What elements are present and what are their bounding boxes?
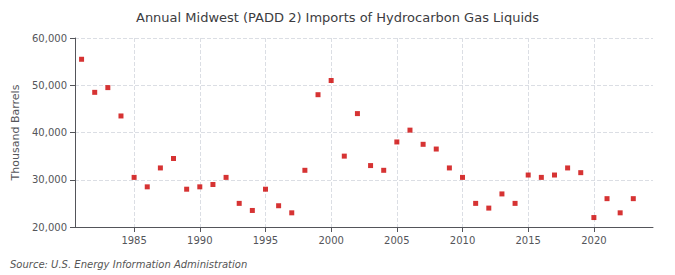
svg-text:50,000: 50,000 xyxy=(32,80,67,91)
svg-text:2020: 2020 xyxy=(581,235,606,246)
svg-text:40,000: 40,000 xyxy=(32,127,67,138)
svg-text:20,000: 20,000 xyxy=(32,222,67,233)
svg-text:Source: U.S. Energy Informatio: Source: U.S. Energy Information Administ… xyxy=(10,259,247,270)
svg-text:2005: 2005 xyxy=(384,235,409,246)
svg-text:1985: 1985 xyxy=(121,235,146,246)
svg-text:60,000: 60,000 xyxy=(32,33,67,44)
svg-text:30,000: 30,000 xyxy=(32,174,67,185)
svg-text:1995: 1995 xyxy=(253,235,278,246)
svg-text:1990: 1990 xyxy=(187,235,212,246)
svg-text:2015: 2015 xyxy=(515,235,540,246)
svg-text:2000: 2000 xyxy=(318,235,343,246)
svg-text:2010: 2010 xyxy=(450,235,475,246)
svg-text:Thousand Barrels: Thousand Barrels xyxy=(9,84,22,181)
svg-text:Annual Midwest (PADD 2) Import: Annual Midwest (PADD 2) Imports of Hydro… xyxy=(136,10,539,25)
